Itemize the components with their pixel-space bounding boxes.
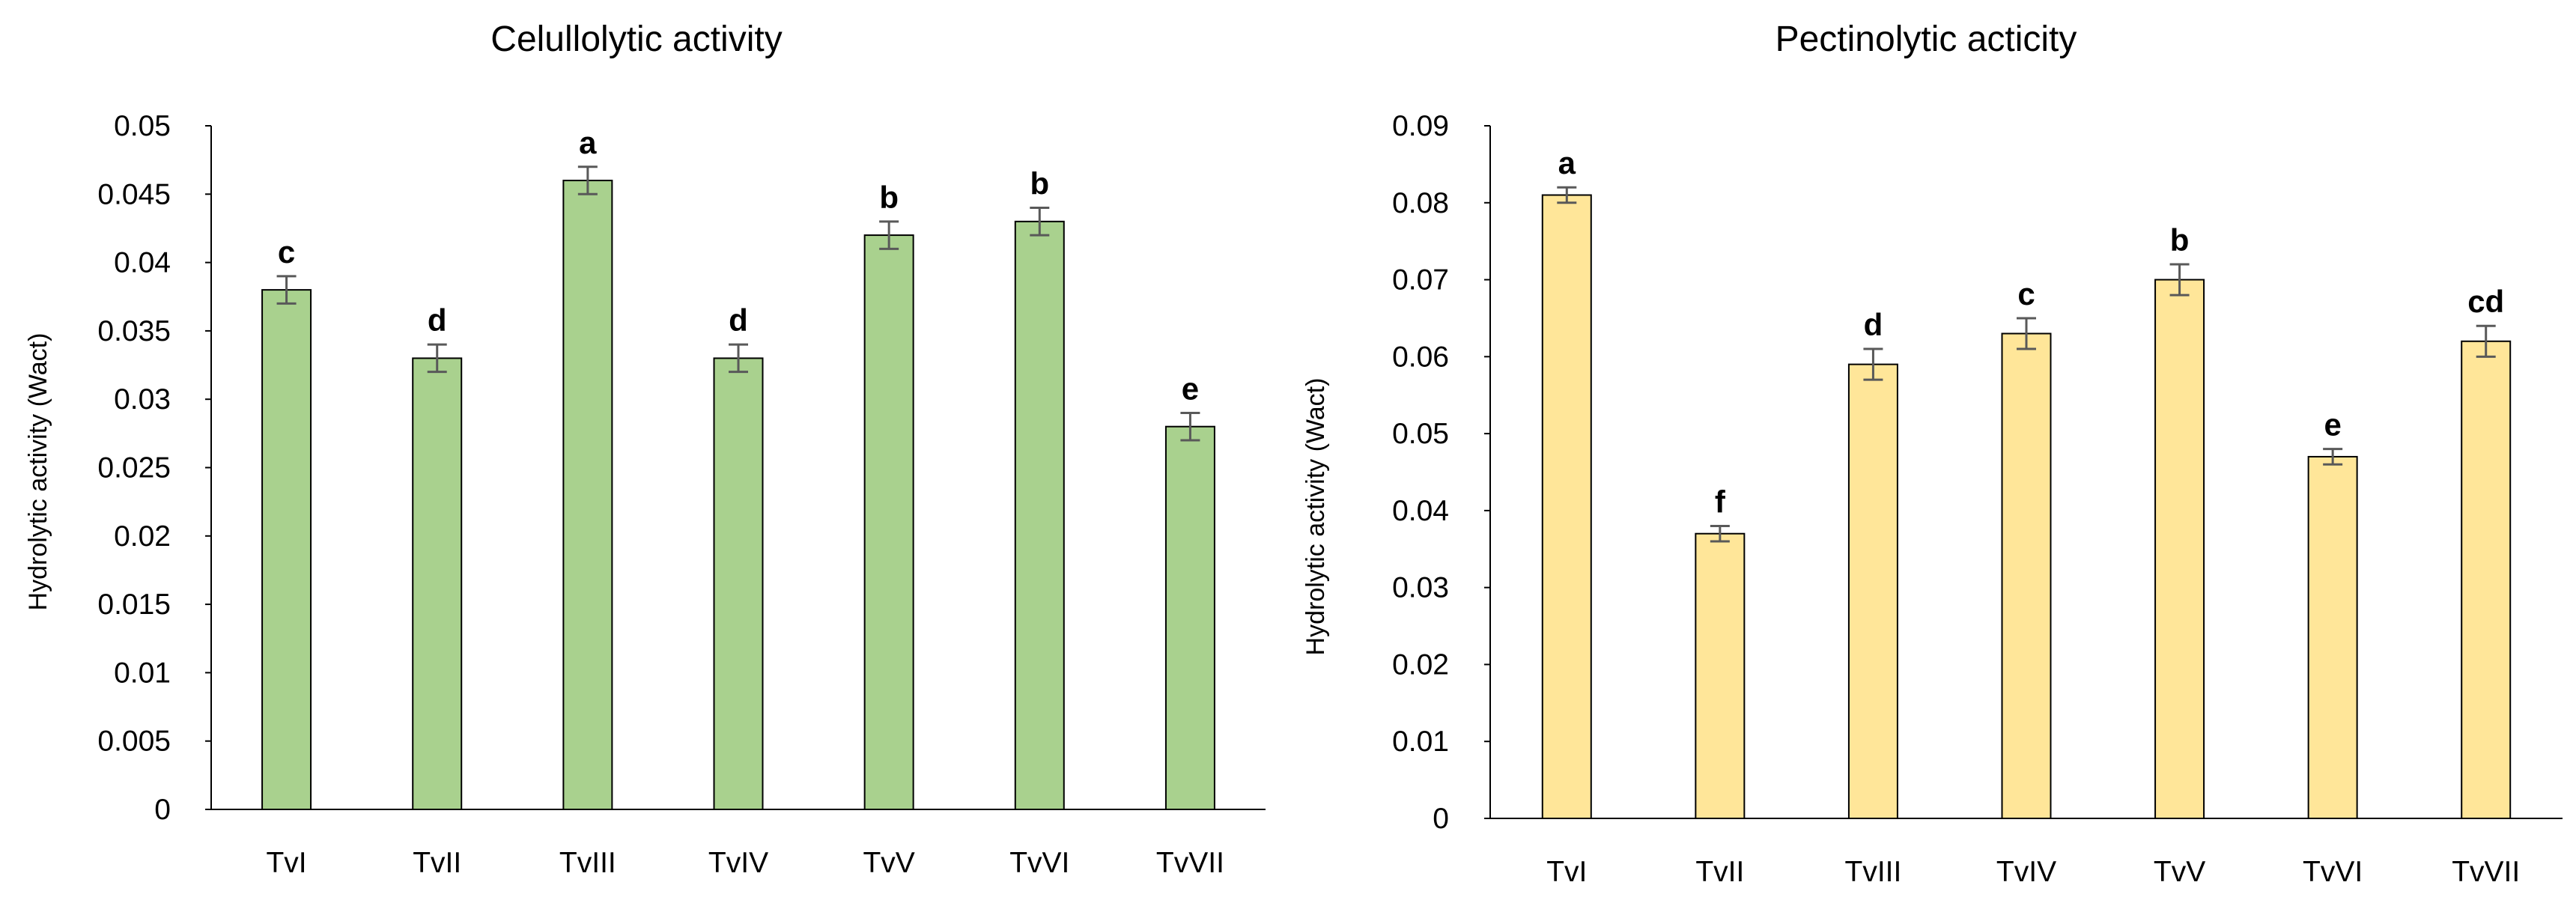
bar-TvIV	[713, 357, 764, 811]
significance-letter: d	[729, 302, 748, 338]
category-label: TvVI	[2303, 856, 2363, 888]
bar-TvV	[863, 234, 914, 810]
y-tick-label: 0.03	[114, 383, 171, 416]
significance-letter: a	[1558, 145, 1576, 180]
y-tick-label: 0.015	[97, 589, 171, 621]
significance-letter: d	[428, 302, 447, 338]
category-label: TvIV	[708, 847, 768, 879]
significance-letter: b	[2170, 222, 2190, 258]
chart-title: Pectinolytic acticity	[1775, 19, 2077, 59]
y-axis-label: Hydrolytic activity (Wact)	[24, 333, 52, 611]
significance-letter: f	[1715, 484, 1726, 519]
y-axis-label: Hydrolytic activity (Wact)	[1301, 378, 1330, 656]
y-tick-label: 0.035	[97, 315, 171, 347]
bar-TvVI	[2307, 455, 2358, 819]
bar-TvIV	[2001, 332, 2052, 819]
category-label: TvII	[413, 847, 461, 879]
category-label: TvVII	[1156, 847, 1224, 879]
significance-letter: cd	[2467, 284, 2504, 319]
bar-TvI	[261, 289, 312, 810]
significance-letter: c	[2017, 276, 2035, 311]
y-tick-label: 0.05	[1392, 418, 1449, 450]
bar-TvIII	[562, 180, 613, 811]
category-label: TvVI	[1009, 847, 1069, 879]
y-tick-label: 0.06	[1392, 341, 1449, 373]
significance-letter: a	[579, 125, 597, 160]
significance-letter: e	[2324, 407, 2341, 443]
significance-letter: c	[278, 234, 295, 270]
category-label: TvII	[1695, 856, 1744, 888]
category-label: TvI	[1546, 856, 1587, 888]
category-label: TvVII	[2452, 856, 2520, 888]
bar-TvII	[412, 357, 463, 811]
category-label: TvIV	[1996, 856, 2056, 888]
celullolytic-chart: Celullolytic activity Hydrolytic activit…	[24, 19, 1266, 879]
y-tick-label: 0	[154, 794, 171, 826]
y-tick-label: 0.08	[1392, 187, 1449, 219]
y-tick-label: 0.04	[1392, 495, 1449, 527]
pectinolytic-chart: Pectinolytic acticity Hydrolytic activit…	[1301, 19, 2563, 888]
bar-TvI	[1541, 194, 1592, 819]
bar-TvVII	[2461, 340, 2512, 819]
y-tick-label: 0.02	[114, 520, 171, 553]
y-tick-label: 0.005	[97, 726, 171, 758]
y-tick-label: 0.01	[114, 657, 171, 689]
category-label: TvIII	[1845, 856, 1902, 888]
significance-letter: b	[1030, 166, 1049, 201]
y-tick-label: 0.025	[97, 452, 171, 484]
bar-TvVII	[1164, 425, 1215, 810]
significance-letter: d	[1864, 307, 1883, 342]
y-tick-label: 0.05	[114, 110, 171, 142]
y-tick-label: 0.02	[1392, 648, 1449, 681]
bar-TvIII	[1847, 363, 1898, 820]
y-tick-label: 0.07	[1392, 264, 1449, 297]
category-label: TvV	[2154, 856, 2205, 888]
y-tick-label: 0.09	[1392, 110, 1449, 142]
y-tick-label: 0.03	[1392, 572, 1449, 604]
chart-title: Celullolytic activity	[490, 19, 782, 59]
bar-TvVI	[1014, 220, 1065, 810]
bar-TvV	[2154, 279, 2205, 819]
significance-letter: b	[879, 180, 899, 215]
y-tick-label: 0.045	[97, 178, 171, 210]
significance-letter: e	[1182, 371, 1199, 406]
category-label: TvV	[863, 847, 914, 879]
y-tick-label: 0	[1433, 803, 1449, 835]
bar-TvII	[1695, 532, 1746, 819]
y-tick-label: 0.04	[114, 247, 171, 279]
category-label: TvIII	[559, 847, 616, 879]
y-tick-label: 0.01	[1392, 726, 1449, 758]
category-label: TvI	[266, 847, 306, 879]
